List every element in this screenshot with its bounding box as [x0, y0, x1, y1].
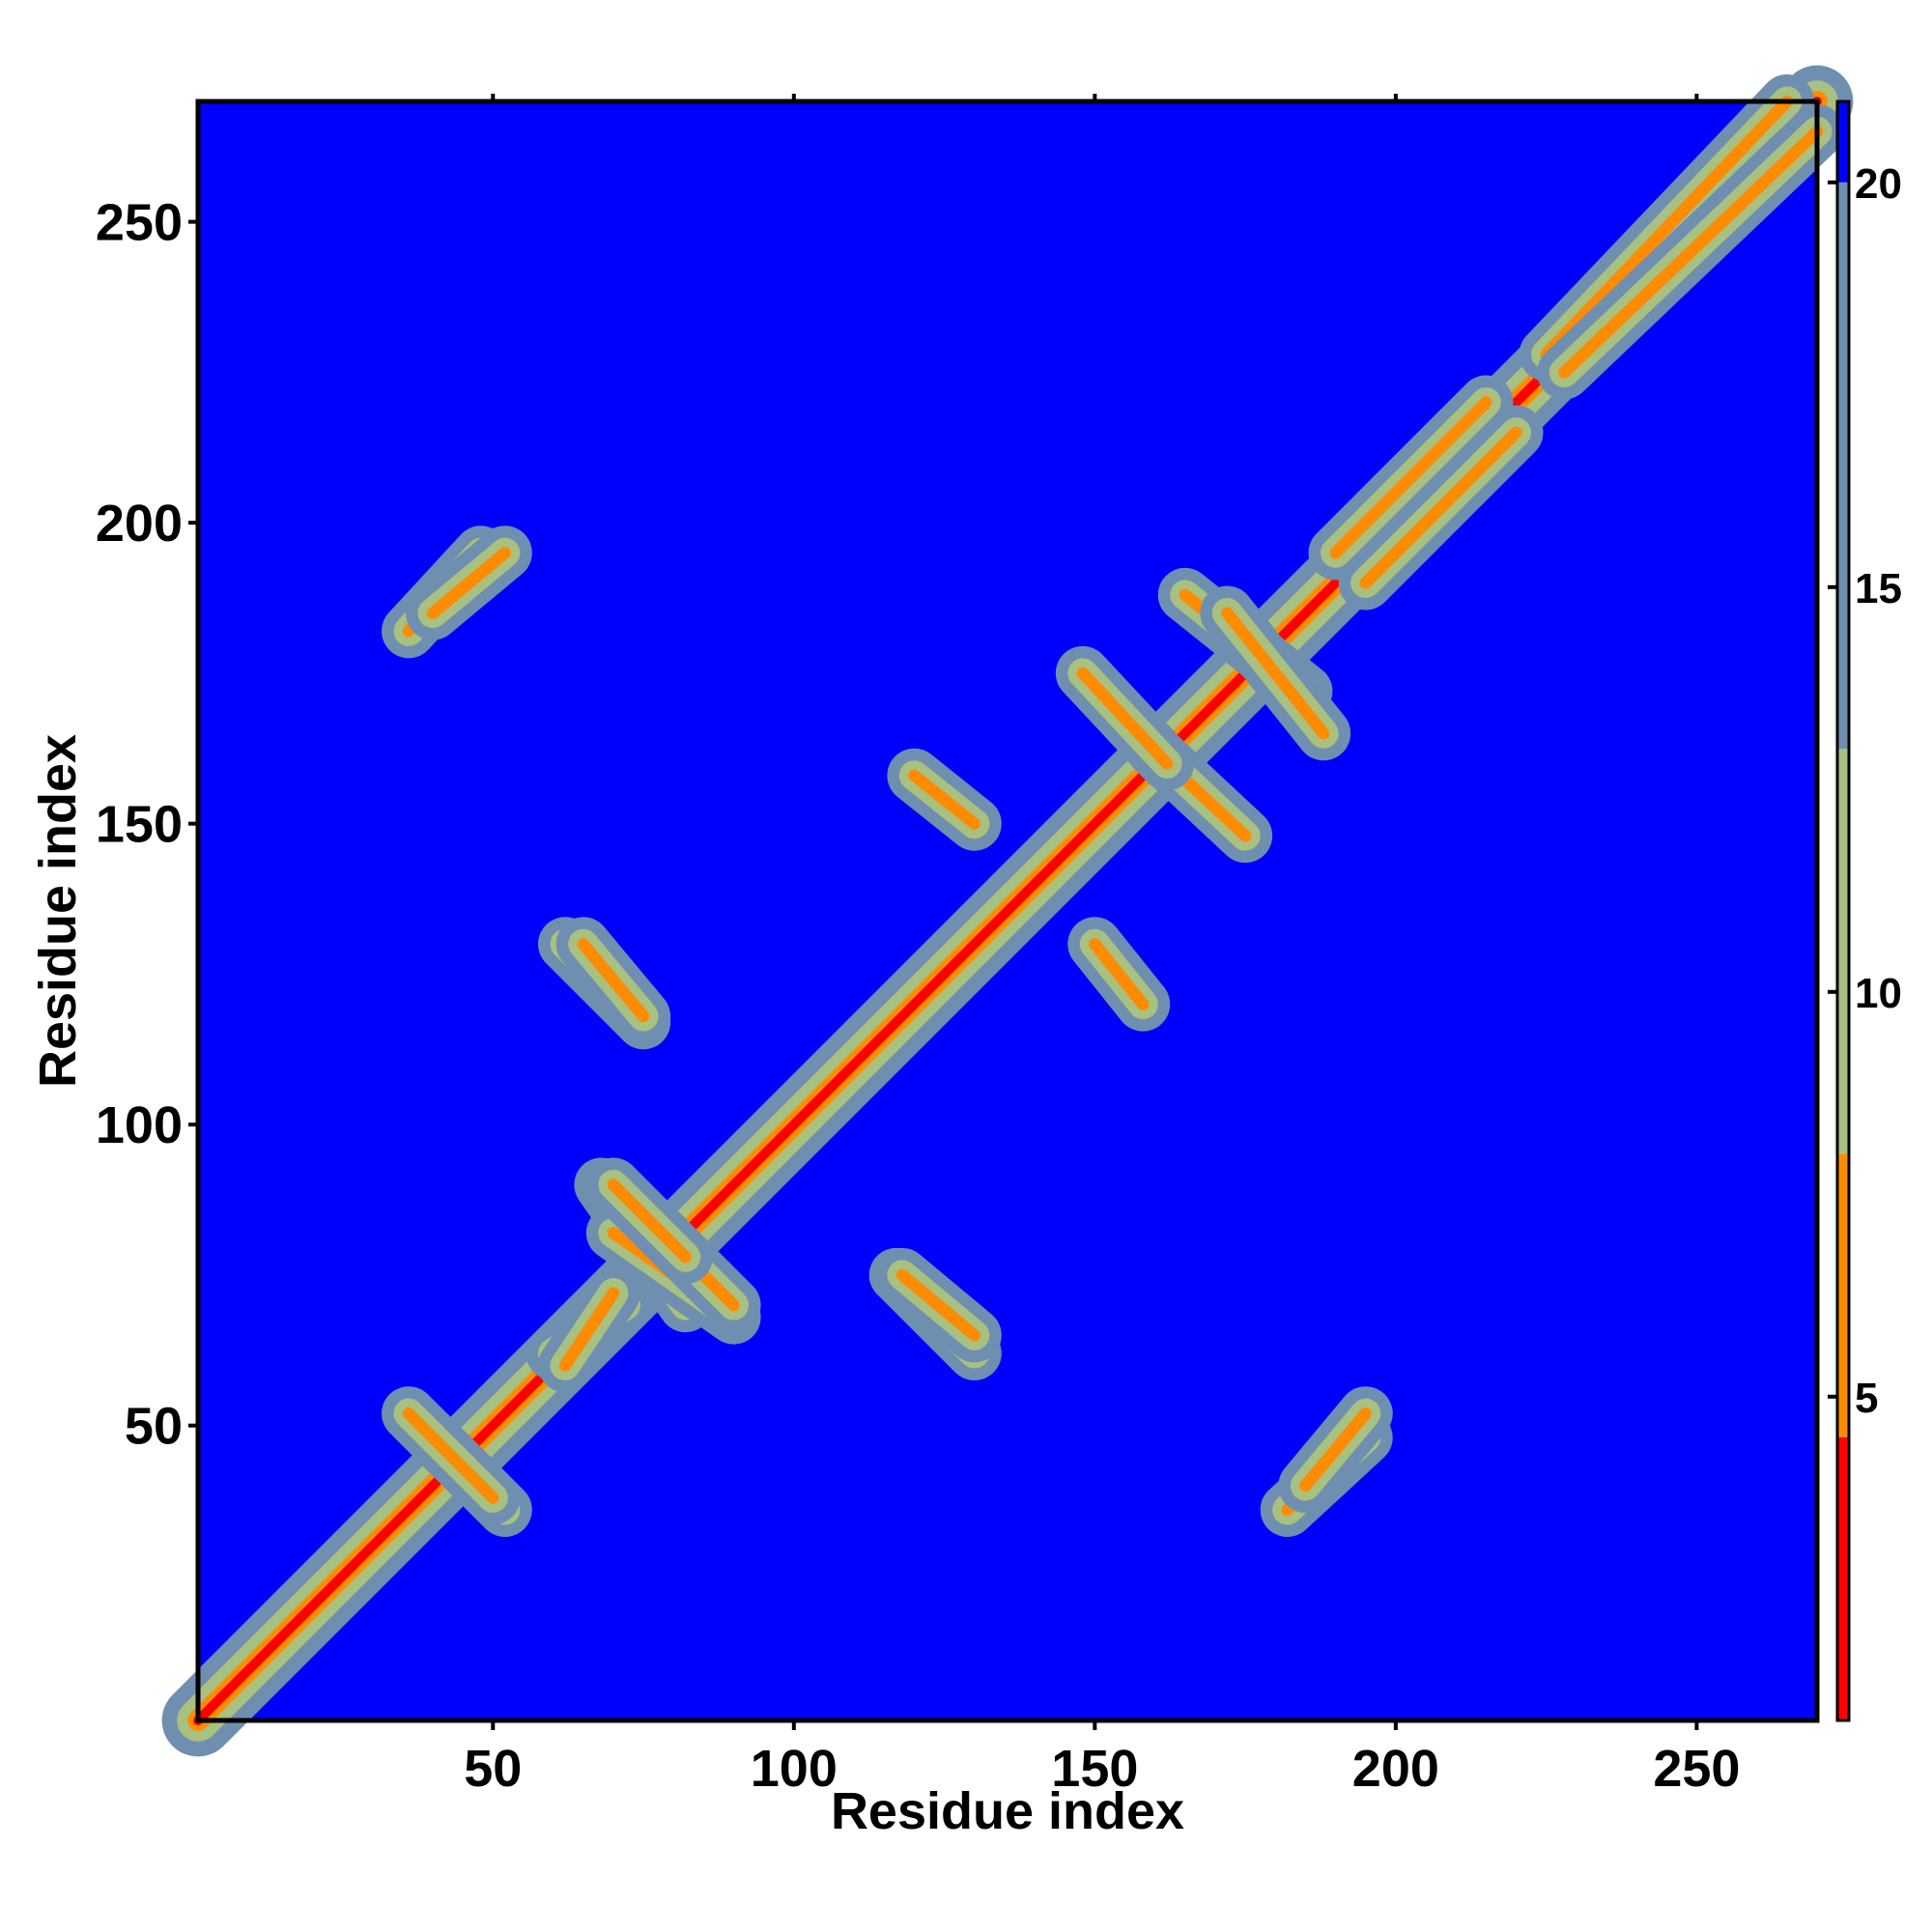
colorbar-segment — [1837, 1436, 1849, 1720]
contact-band-core-12-1 — [1558, 125, 1824, 379]
x-tick-label: 150 — [1051, 1740, 1138, 1798]
y-tick-label: 250 — [96, 194, 183, 252]
colorbar-tick-label: 10 — [1855, 970, 1902, 1017]
contact-band-core-6-0 — [1089, 938, 1150, 1010]
contact-band-core-5-0 — [577, 938, 650, 1023]
colorbar-tick-label: 20 — [1855, 160, 1902, 208]
colorbar-tick-label: 15 — [1855, 565, 1902, 612]
contact-band-core-8-1 — [1221, 607, 1330, 740]
colorbar-segment — [1837, 182, 1849, 750]
contact-band-core-10-0 — [1299, 1407, 1372, 1492]
x-tick-label: 250 — [1653, 1740, 1740, 1798]
colorbar-segment — [1837, 101, 1849, 183]
heatmap-cells — [161, 65, 1854, 1757]
x-axis-label: Residue index — [831, 1782, 1184, 1840]
y-tick-label: 50 — [125, 1398, 183, 1456]
y-axis-label: Residue index — [29, 734, 87, 1088]
contact-band-core-0-1 — [402, 1407, 499, 1504]
colorbar-tick-label: 5 — [1855, 1375, 1878, 1422]
y-tick-label: 100 — [96, 1096, 183, 1154]
contact-band-core-7-1 — [1076, 667, 1174, 770]
colorbar: 5 10 15 20 — [1828, 99, 1902, 1722]
x-tick-label: 100 — [751, 1740, 838, 1798]
contact-band-core-1-1 — [558, 1287, 620, 1372]
y-tick-label: 200 — [96, 495, 183, 553]
y-tick-label: 150 — [96, 796, 183, 854]
contact-band-core-10-1 — [426, 547, 511, 619]
colorbar-frame — [1835, 99, 1851, 1722]
y-axis-ticks: 50 100 150 200 250 — [96, 194, 198, 1456]
colorbar-segment — [1837, 1153, 1849, 1437]
contact-band-core-11-0 — [1329, 396, 1492, 559]
contact-band-core-12-0 — [1540, 95, 1794, 360]
x-axis-ticks: 50 100 150 200 250 — [464, 94, 1740, 1798]
contact-band-core-11-1 — [1359, 426, 1522, 589]
contact-band-core-5-1 — [895, 1268, 980, 1342]
plot-frame — [195, 99, 1820, 1723]
contact-band-core-6-1 — [908, 769, 980, 830]
contact-band-core-3-1 — [607, 1179, 692, 1264]
colorbar-segment — [1837, 749, 1849, 1154]
x-tick-label: 200 — [1352, 1740, 1439, 1798]
x-tick-label: 50 — [464, 1740, 522, 1798]
